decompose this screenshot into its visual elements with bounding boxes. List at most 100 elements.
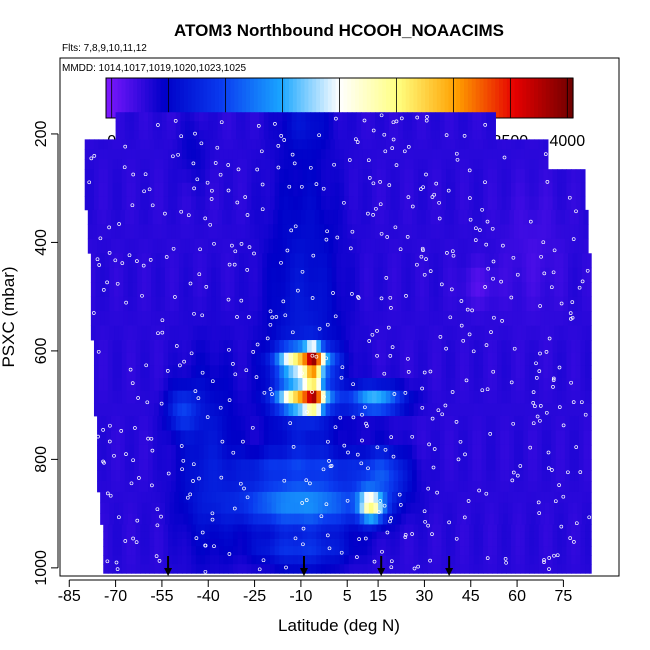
heatmap-cell bbox=[455, 538, 461, 547]
heatmap-cell bbox=[435, 238, 441, 254]
heatmap-cell bbox=[497, 524, 503, 533]
heatmap-cell bbox=[280, 491, 286, 504]
heatmap-cell bbox=[171, 459, 177, 471]
heatmap-cell bbox=[449, 430, 455, 446]
heatmap-cell bbox=[422, 139, 429, 150]
heatmap-cell bbox=[246, 390, 252, 404]
heatmap-cell bbox=[279, 546, 285, 556]
heatmap-cell bbox=[296, 224, 302, 240]
heatmap-cell bbox=[191, 139, 197, 150]
heatmap-cell bbox=[143, 224, 149, 240]
heatmap-cell bbox=[322, 311, 328, 326]
heatmap-cell bbox=[245, 130, 251, 140]
heatmap-cell bbox=[171, 224, 177, 240]
heatmap-cell bbox=[320, 390, 327, 404]
heatmap-cell bbox=[246, 546, 252, 556]
heatmap-cell bbox=[486, 415, 492, 431]
heatmap-cell bbox=[228, 149, 234, 160]
heatmap-cell bbox=[586, 311, 592, 326]
heatmap-cell bbox=[452, 282, 458, 298]
sample-point bbox=[550, 468, 554, 472]
sample-point bbox=[257, 567, 262, 572]
heatmap-cell bbox=[371, 149, 378, 160]
heatmap-cell bbox=[337, 415, 344, 431]
heatmap-cell bbox=[358, 182, 364, 197]
heatmap-cell bbox=[497, 390, 503, 404]
heatmap-cell bbox=[529, 169, 535, 184]
heatmap-cell bbox=[263, 209, 269, 225]
heatmap-cell bbox=[112, 340, 118, 354]
heatmap-cell bbox=[487, 182, 493, 197]
heatmap-cell bbox=[135, 564, 141, 574]
sample-point bbox=[342, 200, 346, 205]
heatmap-cell bbox=[171, 112, 177, 122]
heatmap-cell bbox=[529, 555, 535, 565]
sample-point bbox=[205, 180, 210, 185]
heatmap-cell bbox=[347, 481, 353, 493]
sample-point bbox=[384, 276, 389, 280]
heatmap-cell bbox=[280, 325, 286, 341]
heatmap-cell bbox=[192, 502, 198, 515]
heatmap-cell bbox=[416, 415, 422, 431]
heatmap-cell bbox=[469, 524, 475, 533]
heatmap-cell bbox=[461, 311, 467, 326]
sample-point bbox=[265, 336, 270, 341]
heatmap-cell bbox=[497, 403, 503, 417]
heatmap-cell bbox=[151, 282, 157, 298]
heatmap-cell bbox=[563, 502, 569, 515]
heatmap-cell bbox=[456, 296, 462, 312]
heatmap-cell bbox=[101, 459, 107, 471]
heatmap-cell bbox=[131, 524, 137, 533]
heatmap-cell bbox=[222, 209, 228, 225]
heatmap-cell bbox=[524, 524, 530, 533]
sample-point bbox=[235, 200, 240, 205]
heatmap-cell bbox=[273, 415, 279, 431]
heatmap-cell bbox=[158, 403, 164, 417]
heatmap-cell bbox=[84, 196, 90, 211]
sample-point bbox=[569, 317, 573, 321]
heatmap-cell bbox=[273, 130, 279, 140]
heatmap-cell bbox=[365, 112, 371, 122]
heatmap-cell bbox=[430, 130, 436, 140]
heatmap-cell bbox=[544, 267, 551, 283]
sample-point bbox=[350, 229, 355, 234]
heatmap-cell bbox=[478, 538, 484, 547]
sample-point bbox=[405, 235, 410, 239]
heatmap-cell bbox=[563, 253, 569, 269]
colorbar-swatch bbox=[413, 78, 418, 118]
heatmap-cell bbox=[551, 224, 557, 240]
heatmap-cell bbox=[260, 352, 266, 366]
heatmap-cell bbox=[585, 403, 591, 417]
heatmap-cell bbox=[232, 139, 239, 150]
sample-point bbox=[378, 180, 382, 184]
sample-point bbox=[276, 165, 281, 170]
heatmap-cell bbox=[115, 121, 121, 131]
heatmap-cell bbox=[317, 491, 324, 504]
heatmap-cell bbox=[276, 491, 282, 504]
heatmap-cell bbox=[114, 513, 120, 525]
heatmap-cell bbox=[552, 403, 558, 417]
heatmap-cell bbox=[347, 459, 353, 471]
heatmap-cell bbox=[121, 340, 127, 354]
heatmap-cell bbox=[500, 481, 506, 493]
heatmap-cell bbox=[463, 459, 469, 471]
sample-point bbox=[422, 370, 427, 375]
heatmap-cell bbox=[297, 403, 303, 417]
heatmap-cell bbox=[234, 296, 240, 312]
heatmap-cell bbox=[202, 491, 208, 504]
heatmap-cell bbox=[561, 555, 567, 565]
heatmap-cell bbox=[554, 253, 560, 269]
sample-point bbox=[571, 400, 576, 404]
heatmap-cell bbox=[256, 378, 262, 392]
heatmap-cell bbox=[407, 415, 413, 431]
heatmap-cell bbox=[568, 267, 574, 283]
heatmap-cell bbox=[254, 415, 260, 431]
heatmap-cell bbox=[416, 444, 422, 460]
heatmap-cell bbox=[129, 238, 135, 254]
heatmap-cell bbox=[341, 267, 347, 283]
heatmap-cell bbox=[166, 224, 172, 240]
heatmap-cell bbox=[194, 112, 200, 122]
heatmap-cell bbox=[121, 169, 127, 184]
heatmap-cell bbox=[185, 444, 191, 460]
heatmap-cell bbox=[473, 403, 479, 417]
